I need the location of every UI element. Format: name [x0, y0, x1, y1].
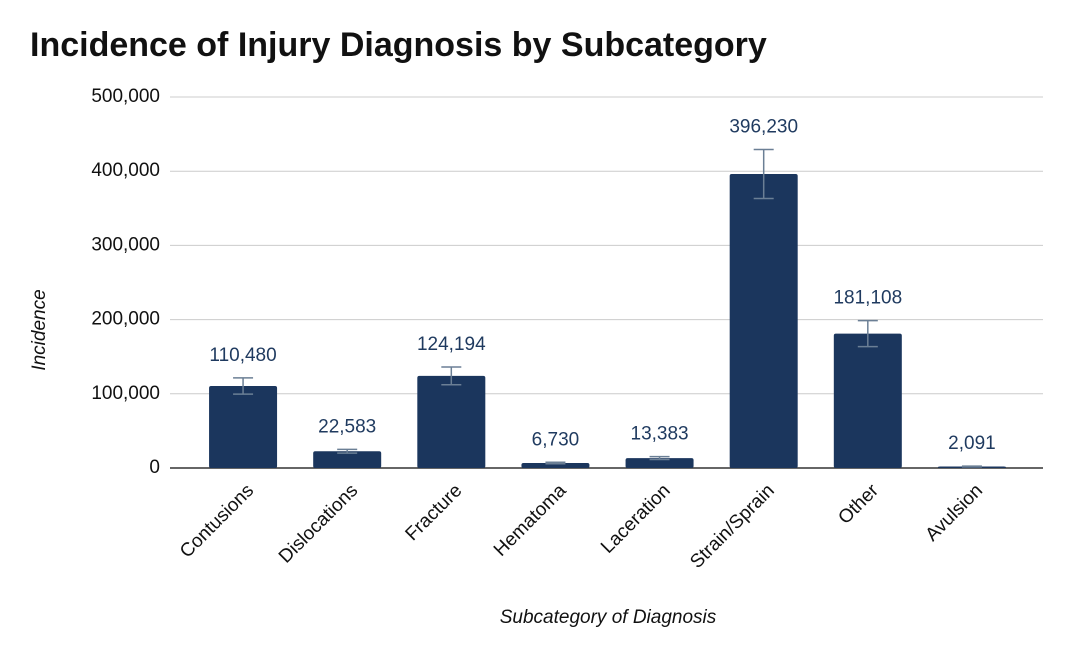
y-tick-label: 100,000 [91, 383, 160, 404]
x-tick-label: Avulsion [922, 480, 987, 545]
y-tick-label: 0 [149, 457, 160, 478]
y-axis-title: Incidence [29, 289, 50, 370]
bar [729, 173, 798, 468]
x-tick-label: Fracture [402, 480, 467, 545]
x-tick-label: Other [834, 480, 883, 529]
value-label: 124,194 [417, 334, 486, 355]
error-bar [753, 148, 774, 200]
x-tick-label: Laceration [597, 480, 675, 558]
y-tick-label: 200,000 [91, 309, 160, 330]
error-bar [961, 465, 982, 468]
error-bar [337, 448, 358, 454]
error-bar [441, 366, 462, 386]
error-bar [649, 455, 670, 461]
bar [313, 451, 382, 468]
bar [209, 386, 278, 468]
chart-title: Incidence of Injury Diagnosis by Subcate… [30, 26, 767, 64]
value-label: 181,108 [833, 288, 902, 309]
value-label: 110,480 [209, 345, 276, 366]
value-label: 6,730 [532, 429, 580, 450]
error-bar [545, 461, 566, 465]
y-tick-label: 400,000 [91, 160, 160, 181]
y-tick-label: 300,000 [91, 234, 160, 255]
x-tick-label: Strain/Sprain [686, 480, 779, 573]
error-bar [857, 319, 878, 348]
value-label: 22,583 [318, 416, 376, 437]
value-label: 396,230 [729, 117, 798, 138]
y-tick-label: 500,000 [91, 86, 160, 107]
bar [521, 463, 590, 468]
x-axis-title: Subcategory of Diagnosis [500, 607, 717, 628]
x-tick-label: Hematoma [490, 480, 571, 561]
value-label: 2,091 [948, 433, 996, 454]
bar [625, 458, 694, 468]
value-label: 13,383 [631, 424, 689, 445]
bar [417, 375, 486, 468]
x-tick-label: Dislocations [275, 480, 362, 567]
bar [833, 333, 902, 468]
x-tick-label: Contusions [176, 480, 258, 562]
error-bar [233, 377, 254, 395]
